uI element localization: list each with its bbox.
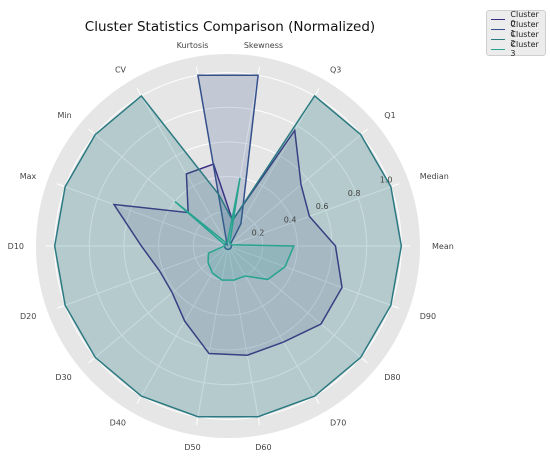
axis-label-max: Max	[20, 172, 37, 181]
axis-label-median: Median	[420, 172, 449, 181]
axis-label-d50: D50	[184, 443, 200, 452]
axis-label-cv: CV	[115, 65, 127, 74]
grid-spoke	[227, 128, 368, 247]
legend-swatch	[491, 28, 506, 30]
axis-label-d80: D80	[384, 373, 400, 382]
legend-entry: Cluster 2	[491, 30, 545, 48]
grid-spoke	[227, 88, 320, 247]
grid-spoke	[227, 245, 368, 364]
axis-label-q1: Q1	[384, 111, 395, 120]
axis-label-q3: Q3	[330, 65, 341, 74]
grid-spoke	[136, 88, 229, 247]
axis-label-d40: D40	[110, 419, 126, 428]
series-polygon-cluster-3	[174, 177, 295, 281]
axis-label-kurtosis: Kurtosis	[177, 41, 209, 50]
axis-label-d20: D20	[20, 312, 36, 321]
legend-swatch	[491, 48, 506, 50]
legend-label: Cluster 0	[510, 10, 539, 28]
radial-tick-label: 0.2	[252, 229, 265, 238]
radial-tick-label: 0.4	[284, 215, 297, 224]
grid-spoke	[88, 245, 229, 364]
legend-entry: Cluster 1	[491, 20, 545, 38]
axis-label-d30: D30	[55, 373, 71, 382]
grid-spoke	[56, 245, 229, 309]
axis-label-d90: D90	[420, 312, 436, 321]
legend: Cluster 0 Cluster 1 Cluster 2 Cluster 3	[486, 10, 546, 58]
legend-label: Cluster 1	[510, 20, 539, 38]
series-polygon-cluster-2	[53, 94, 403, 418]
radial-tick-label: 0.8	[348, 189, 361, 198]
grid-spoke	[227, 245, 261, 426]
grid-spoke	[227, 245, 320, 404]
grid-spoke	[227, 183, 400, 247]
radial-tick-label: 1.0	[380, 176, 393, 185]
axis-label-min: Min	[58, 111, 72, 120]
grid-spoke	[227, 245, 400, 309]
radial-tick-label: 0.6	[316, 202, 329, 211]
legend-label: Cluster 2	[510, 30, 539, 48]
chart-title: Cluster Statistics Comparison (Normalize…	[84, 19, 376, 35]
legend-swatch	[491, 38, 506, 40]
legend-entry: Cluster 0	[491, 10, 545, 28]
axis-label-d70: D70	[330, 419, 346, 428]
legend-entry: Cluster 3	[491, 40, 545, 58]
axis-label-skewness: Skewness	[244, 41, 283, 50]
legend-label: Cluster 3	[510, 40, 539, 58]
grid-spoke	[195, 245, 229, 426]
axis-label-d60: D60	[255, 443, 271, 452]
axis-label-mean: Mean	[432, 242, 454, 251]
legend-swatch	[491, 18, 506, 20]
grid-spoke	[56, 183, 229, 247]
axis-label-d10: D10	[8, 242, 24, 251]
